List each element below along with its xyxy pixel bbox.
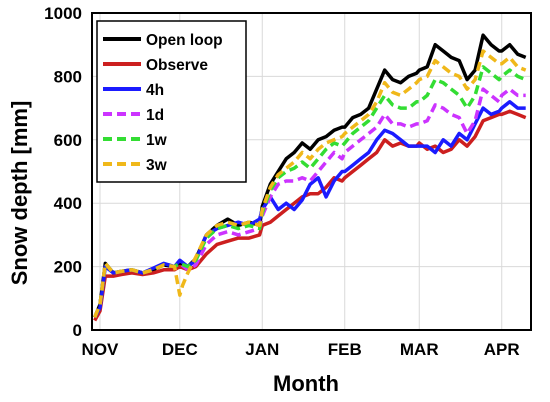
x-tick-label: NOV: [82, 340, 120, 359]
x-tick-labels: NOV DEC JAN FEB MAR APR: [82, 340, 520, 359]
legend-label: 1w: [146, 132, 168, 149]
y-tick-label: 400: [54, 194, 82, 213]
y-tick-label: 0: [73, 321, 82, 340]
legend-label: 1d: [146, 107, 164, 124]
x-tick-label: APR: [484, 340, 520, 359]
legend-label: Observe: [146, 57, 208, 74]
legend-label: Open loop: [146, 32, 223, 49]
x-tick-label: JAN: [245, 340, 279, 359]
legend-box: [96, 20, 247, 183]
y-tick-label: 600: [54, 131, 82, 150]
x-axis-label: Month: [273, 371, 339, 396]
legend: Open loop Observe 4h 1d 1w 3w: [96, 20, 247, 183]
series-line-3w: [93, 49, 527, 318]
x-tick-label: DEC: [162, 340, 198, 359]
x-tick-label: MAR: [400, 340, 439, 359]
legend-label: 4h: [146, 82, 164, 99]
y-tick-labels: 0 200 400 600 800 1000: [44, 4, 82, 340]
x-tick-label: FEB: [328, 340, 362, 359]
legend-label: 3w: [146, 157, 168, 174]
plot-frame: [91, 12, 532, 331]
y-tick-label: 200: [54, 258, 82, 277]
y-axis-label: Snow depth [mm]: [7, 101, 32, 286]
y-tick-label: 1000: [44, 4, 82, 23]
y-tick-label: 800: [54, 67, 82, 86]
series-lines: [93, 33, 527, 322]
